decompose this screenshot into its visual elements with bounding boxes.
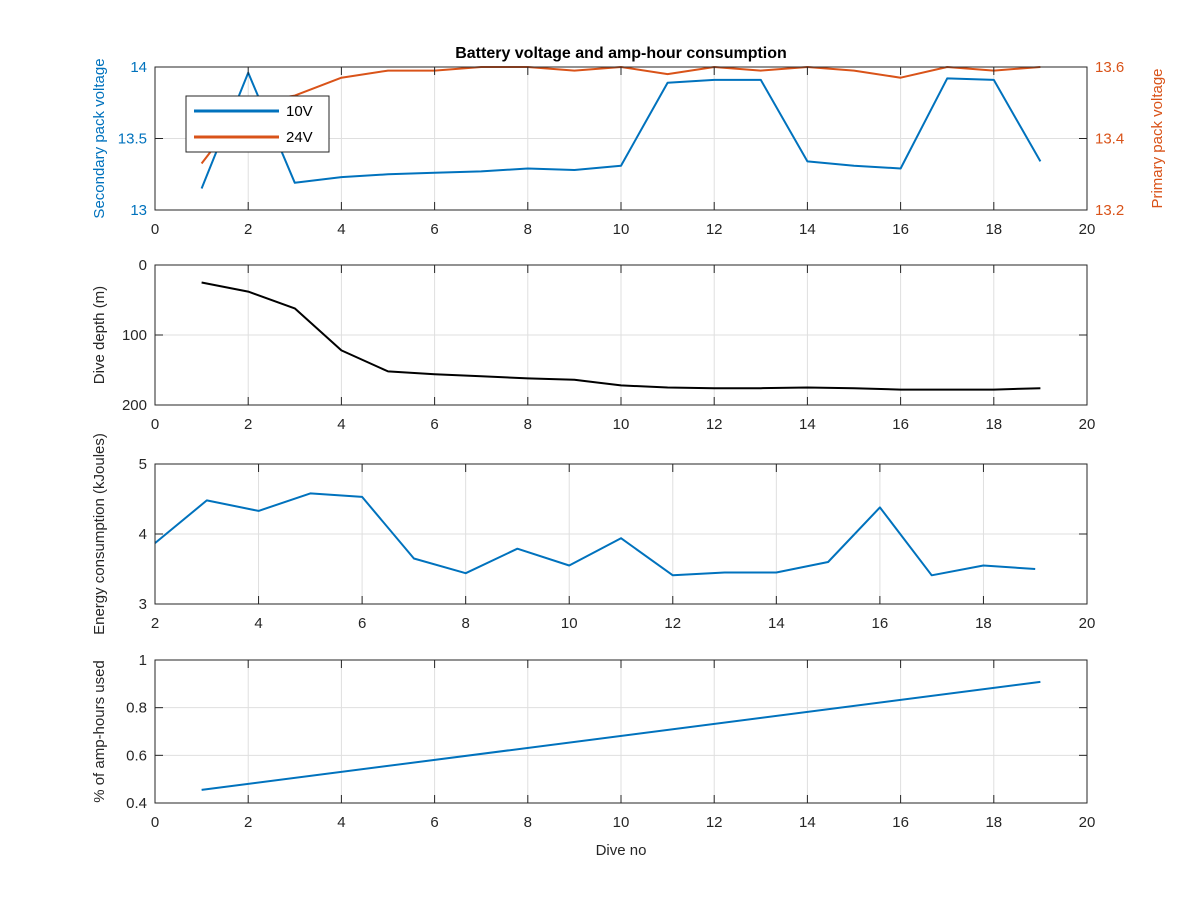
x-tick-label: 6 [430,221,438,238]
y-tick-label: 0.8 [126,700,147,717]
x-tick-label: 2 [244,221,252,238]
x-tick-label: 18 [985,416,1002,433]
x-tick-label: 8 [524,221,532,238]
series-line-1 [201,680,1041,791]
chart-title: Battery voltage and amp-hour consumption [455,45,787,62]
x-tick-label: 12 [706,221,723,238]
x-tick-label: 8 [461,615,469,632]
x-axis-label: Dive no [596,842,647,859]
y-right-tick-label: 13.6 [1095,59,1124,76]
x-tick-label: 8 [524,814,532,831]
y-axis-label: Secondary pack voltage [91,58,108,218]
y-tick-label: 14 [130,59,147,76]
x-tick-label: 10 [613,814,630,831]
x-tick-label: 14 [799,416,816,433]
x-tick-label: 10 [613,221,630,238]
x-tick-label: 2 [244,814,252,831]
legend-label-10v: 10V [286,103,313,120]
y-tick-label: 200 [122,397,147,414]
x-tick-label: 2 [244,416,252,433]
legend-box [185,95,330,153]
x-tick-label: 8 [524,416,532,433]
x-tick-label: 14 [799,221,816,238]
panel-3: 2 4 6 8 10 12 14 16 18 20 3 4 5 Energy consumption (k… [91,433,1095,635]
x-tick-label: 4 [337,221,345,238]
y-tick-label: 100 [122,327,147,344]
y-axis-label: Energy consumption (kJoules) [91,433,108,635]
x-tick-label: 14 [799,814,816,831]
x-tick-label: 10 [561,615,578,632]
x-tick-label: 0 [151,814,159,831]
y-right-tick-label: 13.4 [1095,131,1124,148]
legend: 10V 24V [185,95,330,153]
x-tick-label: 6 [430,416,438,433]
x-tick-label: 12 [706,814,723,831]
panel-1: 0 2 4 6 8 10 12 14 16 18 20 13 13.5 14 13.2 13.4 13.6 Pri… [91,45,1166,238]
x-tick-label: 16 [892,814,909,831]
y-tick-label: 13 [130,202,147,219]
y-tick-label: 13.5 [118,131,147,148]
x-tick-label: 2 [151,615,159,632]
x-tick-label: 4 [337,416,345,433]
legend-label-24v: 24V [286,129,313,146]
y-tick-label: 4 [139,526,147,543]
x-tick-label: 20 [1079,615,1096,632]
x-tick-label: 18 [985,221,1002,238]
y-tick-label: 5 [139,456,147,473]
x-tick-label: 20 [1079,814,1096,831]
x-tick-label: 0 [151,416,159,433]
series-line-1 [201,281,1041,391]
x-tick-label: 0 [151,221,159,238]
x-tick-label: 6 [430,814,438,831]
panel-4: 0 2 4 6 8 10 12 14 16 18 20 0.4 0.6 0.8 1 % of amp-hour… [91,652,1095,859]
series-line-10v [200,71,1042,189]
y-right-axis-label: Primary pack voltage [1149,68,1166,208]
x-tick-label: 4 [337,814,345,831]
x-tick-label: 18 [985,814,1002,831]
y-tick-label: 0 [139,257,147,274]
y-tick-label: 3 [139,596,147,613]
x-tick-label: 16 [892,221,909,238]
x-tick-label: 12 [706,416,723,433]
x-tick-label: 18 [975,615,992,632]
x-tick-label: 20 [1079,221,1096,238]
x-tick-label: 16 [892,416,909,433]
x-tick-label: 6 [358,615,366,632]
x-tick-label: 20 [1079,416,1096,433]
y-axis-label: Dive depth (m) [91,286,108,384]
x-tick-label: 10 [613,416,630,433]
y-axis-label: % of amp-hours used [91,660,108,803]
x-tick-label: 12 [664,615,681,632]
x-tick-label: 14 [768,615,785,632]
y-tick-label: 0.4 [126,795,147,812]
x-tick-label: 16 [872,615,889,632]
series-line-1 [154,492,1036,577]
x-tick-label: 4 [254,615,262,632]
y-right-tick-label: 13.2 [1095,202,1124,219]
y-tick-label: 1 [139,652,147,669]
y-tick-label: 0.6 [126,747,147,764]
